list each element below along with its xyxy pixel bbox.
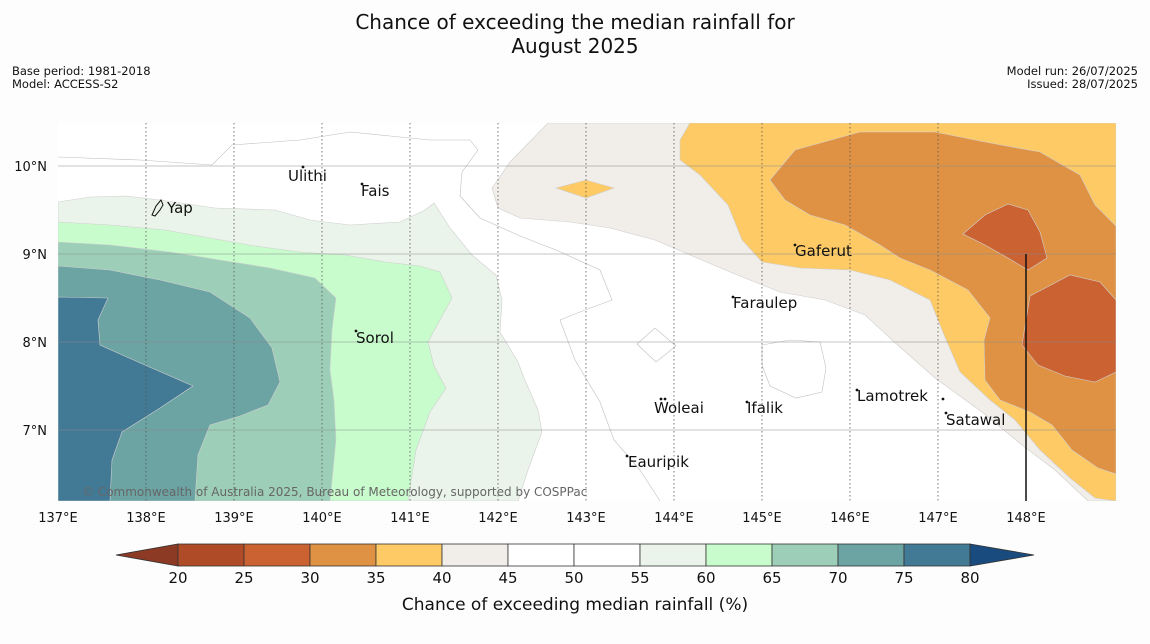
model-label: Model: bbox=[12, 77, 51, 91]
colorbar-segment-b35_40 bbox=[375, 543, 443, 567]
lon-label-148e: 148°E bbox=[1006, 511, 1046, 526]
contour-small-closed bbox=[636, 327, 677, 363]
place-fais: Fais bbox=[361, 182, 390, 200]
lon-label-140e: 140°E bbox=[302, 511, 342, 526]
colorbar-segment-b30_35 bbox=[309, 543, 377, 567]
contour-35-40-blob bbox=[554, 179, 615, 199]
longitude-labels: 137°E 138°E 139°E 140°E 141°E 142°E 143°… bbox=[38, 511, 1046, 526]
colorbar-tick-70: 70 bbox=[828, 569, 847, 587]
contour-small-closed-2 bbox=[761, 339, 827, 399]
colorbar-tick-65: 65 bbox=[762, 569, 781, 587]
place-eauripik: Eauripik bbox=[628, 453, 689, 471]
base-period-value: 1981-2018 bbox=[87, 64, 151, 78]
lon-label-141e: 141°E bbox=[390, 511, 430, 526]
lat-label-9n: 9°N bbox=[23, 248, 48, 263]
lon-label-144e: 144°E bbox=[654, 511, 694, 526]
colorbar-tick-45: 45 bbox=[498, 569, 517, 587]
place-woleai: Woleai bbox=[654, 399, 704, 417]
lon-label-143e: 143°E bbox=[566, 511, 606, 526]
colorbar-over-arrow bbox=[969, 543, 1035, 567]
model-run-label: Model run: bbox=[1006, 64, 1069, 78]
contour-25-30-east bbox=[1021, 274, 1116, 383]
colorbar-tick-30: 30 bbox=[300, 569, 319, 587]
title-line-1: Chance of exceeding the median rainfall … bbox=[355, 10, 795, 34]
lat-label-10n: 10°N bbox=[14, 160, 47, 175]
colorbar-tick-80: 80 bbox=[960, 569, 979, 587]
lon-label-138e: 138°E bbox=[126, 511, 166, 526]
issued-label: Issued: bbox=[1027, 77, 1069, 91]
colorbar-segment-b55_60 bbox=[639, 543, 707, 567]
copyright-credit: © Commonwealth of Australia 2025, Bureau… bbox=[82, 485, 587, 499]
colorbar-segment-b50_55 bbox=[573, 543, 641, 567]
place-yap: Yap bbox=[166, 199, 193, 217]
colorbar-tick-55: 55 bbox=[630, 569, 649, 587]
colorbar-tick-75: 75 bbox=[894, 569, 913, 587]
colorbar-title: Chance of exceeding median rainfall (%) bbox=[402, 595, 748, 615]
model-line: Model: ACCESS-S2 bbox=[12, 78, 151, 91]
lon-label-147e: 147°E bbox=[918, 511, 958, 526]
base-period-line: Base period: 1981-2018 bbox=[12, 65, 151, 78]
colorbar-legend bbox=[115, 543, 1035, 567]
lat-label-7n: 7°N bbox=[23, 424, 48, 439]
colorbar-tick-60: 60 bbox=[696, 569, 715, 587]
model-run-value: 26/07/2025 bbox=[1071, 64, 1138, 78]
colorbar-tick-25: 25 bbox=[234, 569, 253, 587]
colorbar-segment-b70_75 bbox=[837, 543, 905, 567]
graticule bbox=[58, 123, 1116, 501]
colorbar-segment-b20_25 bbox=[177, 543, 245, 567]
map-title: Chance of exceeding the median rainfall … bbox=[0, 10, 1150, 58]
lon-label-137e: 137°E bbox=[38, 511, 78, 526]
lon-label-146e: 146°E bbox=[830, 511, 870, 526]
contour-50-line bbox=[58, 131, 661, 501]
place-satawal: Satawal bbox=[946, 411, 1005, 429]
model-value: ACCESS-S2 bbox=[54, 77, 119, 91]
colorbar-tick-20: 20 bbox=[168, 569, 187, 587]
colorbar-segment-b75_80 bbox=[903, 543, 971, 567]
place-lamotrek: Lamotrek bbox=[857, 387, 928, 405]
lat-label-8n: 8°N bbox=[23, 336, 48, 351]
colorbar-segment-b60_65 bbox=[705, 543, 773, 567]
yap-island-icon bbox=[151, 199, 164, 217]
place-sorol: Sorol bbox=[356, 329, 394, 347]
colorbar-segment-b40_45 bbox=[441, 543, 509, 567]
contour-25-30 bbox=[962, 203, 1048, 271]
run-info: Model run: 26/07/2025 Issued: 28/07/2025 bbox=[1007, 65, 1138, 91]
colorbar-tick-35: 35 bbox=[366, 569, 385, 587]
colorbar-tick-40: 40 bbox=[432, 569, 451, 587]
island-markers bbox=[151, 165, 948, 458]
contour-75-80 bbox=[58, 296, 194, 501]
issued-value: 28/07/2025 bbox=[1071, 77, 1138, 91]
colorbar-ticks: 20 25 30 35 40 45 50 55 60 65 70 75 80 bbox=[168, 569, 979, 587]
issued-line: Issued: 28/07/2025 bbox=[1007, 78, 1138, 91]
place-faraulep: Faraulep bbox=[733, 294, 797, 312]
title-line-2: August 2025 bbox=[511, 34, 639, 58]
base-period-label: Base period: bbox=[12, 64, 85, 78]
lon-label-142e: 142°E bbox=[478, 511, 518, 526]
colorbar-segment-b25_30 bbox=[243, 543, 311, 567]
colorbar-segment-b65_70 bbox=[771, 543, 839, 567]
colorbar-under-arrow bbox=[115, 543, 179, 567]
latitude-labels: 10°N 9°N 8°N 7°N bbox=[14, 160, 47, 439]
place-ulithi: Ulithi bbox=[288, 167, 327, 185]
rainfall-map[interactable]: Ulithi Fais Yap Gaferut Faraulep Sorol W… bbox=[58, 123, 1116, 501]
colorbar-tick-50: 50 bbox=[564, 569, 583, 587]
model-info: Base period: 1981-2018 Model: ACCESS-S2 bbox=[12, 65, 151, 91]
lon-label-139e: 139°E bbox=[214, 511, 254, 526]
place-ifalik: Ifalik bbox=[747, 399, 783, 417]
place-gaferut: Gaferut bbox=[795, 242, 852, 260]
lon-label-145e: 145°E bbox=[742, 511, 782, 526]
colorbar-segment-b45_50 bbox=[507, 543, 575, 567]
model-run-line: Model run: 26/07/2025 bbox=[1007, 65, 1138, 78]
